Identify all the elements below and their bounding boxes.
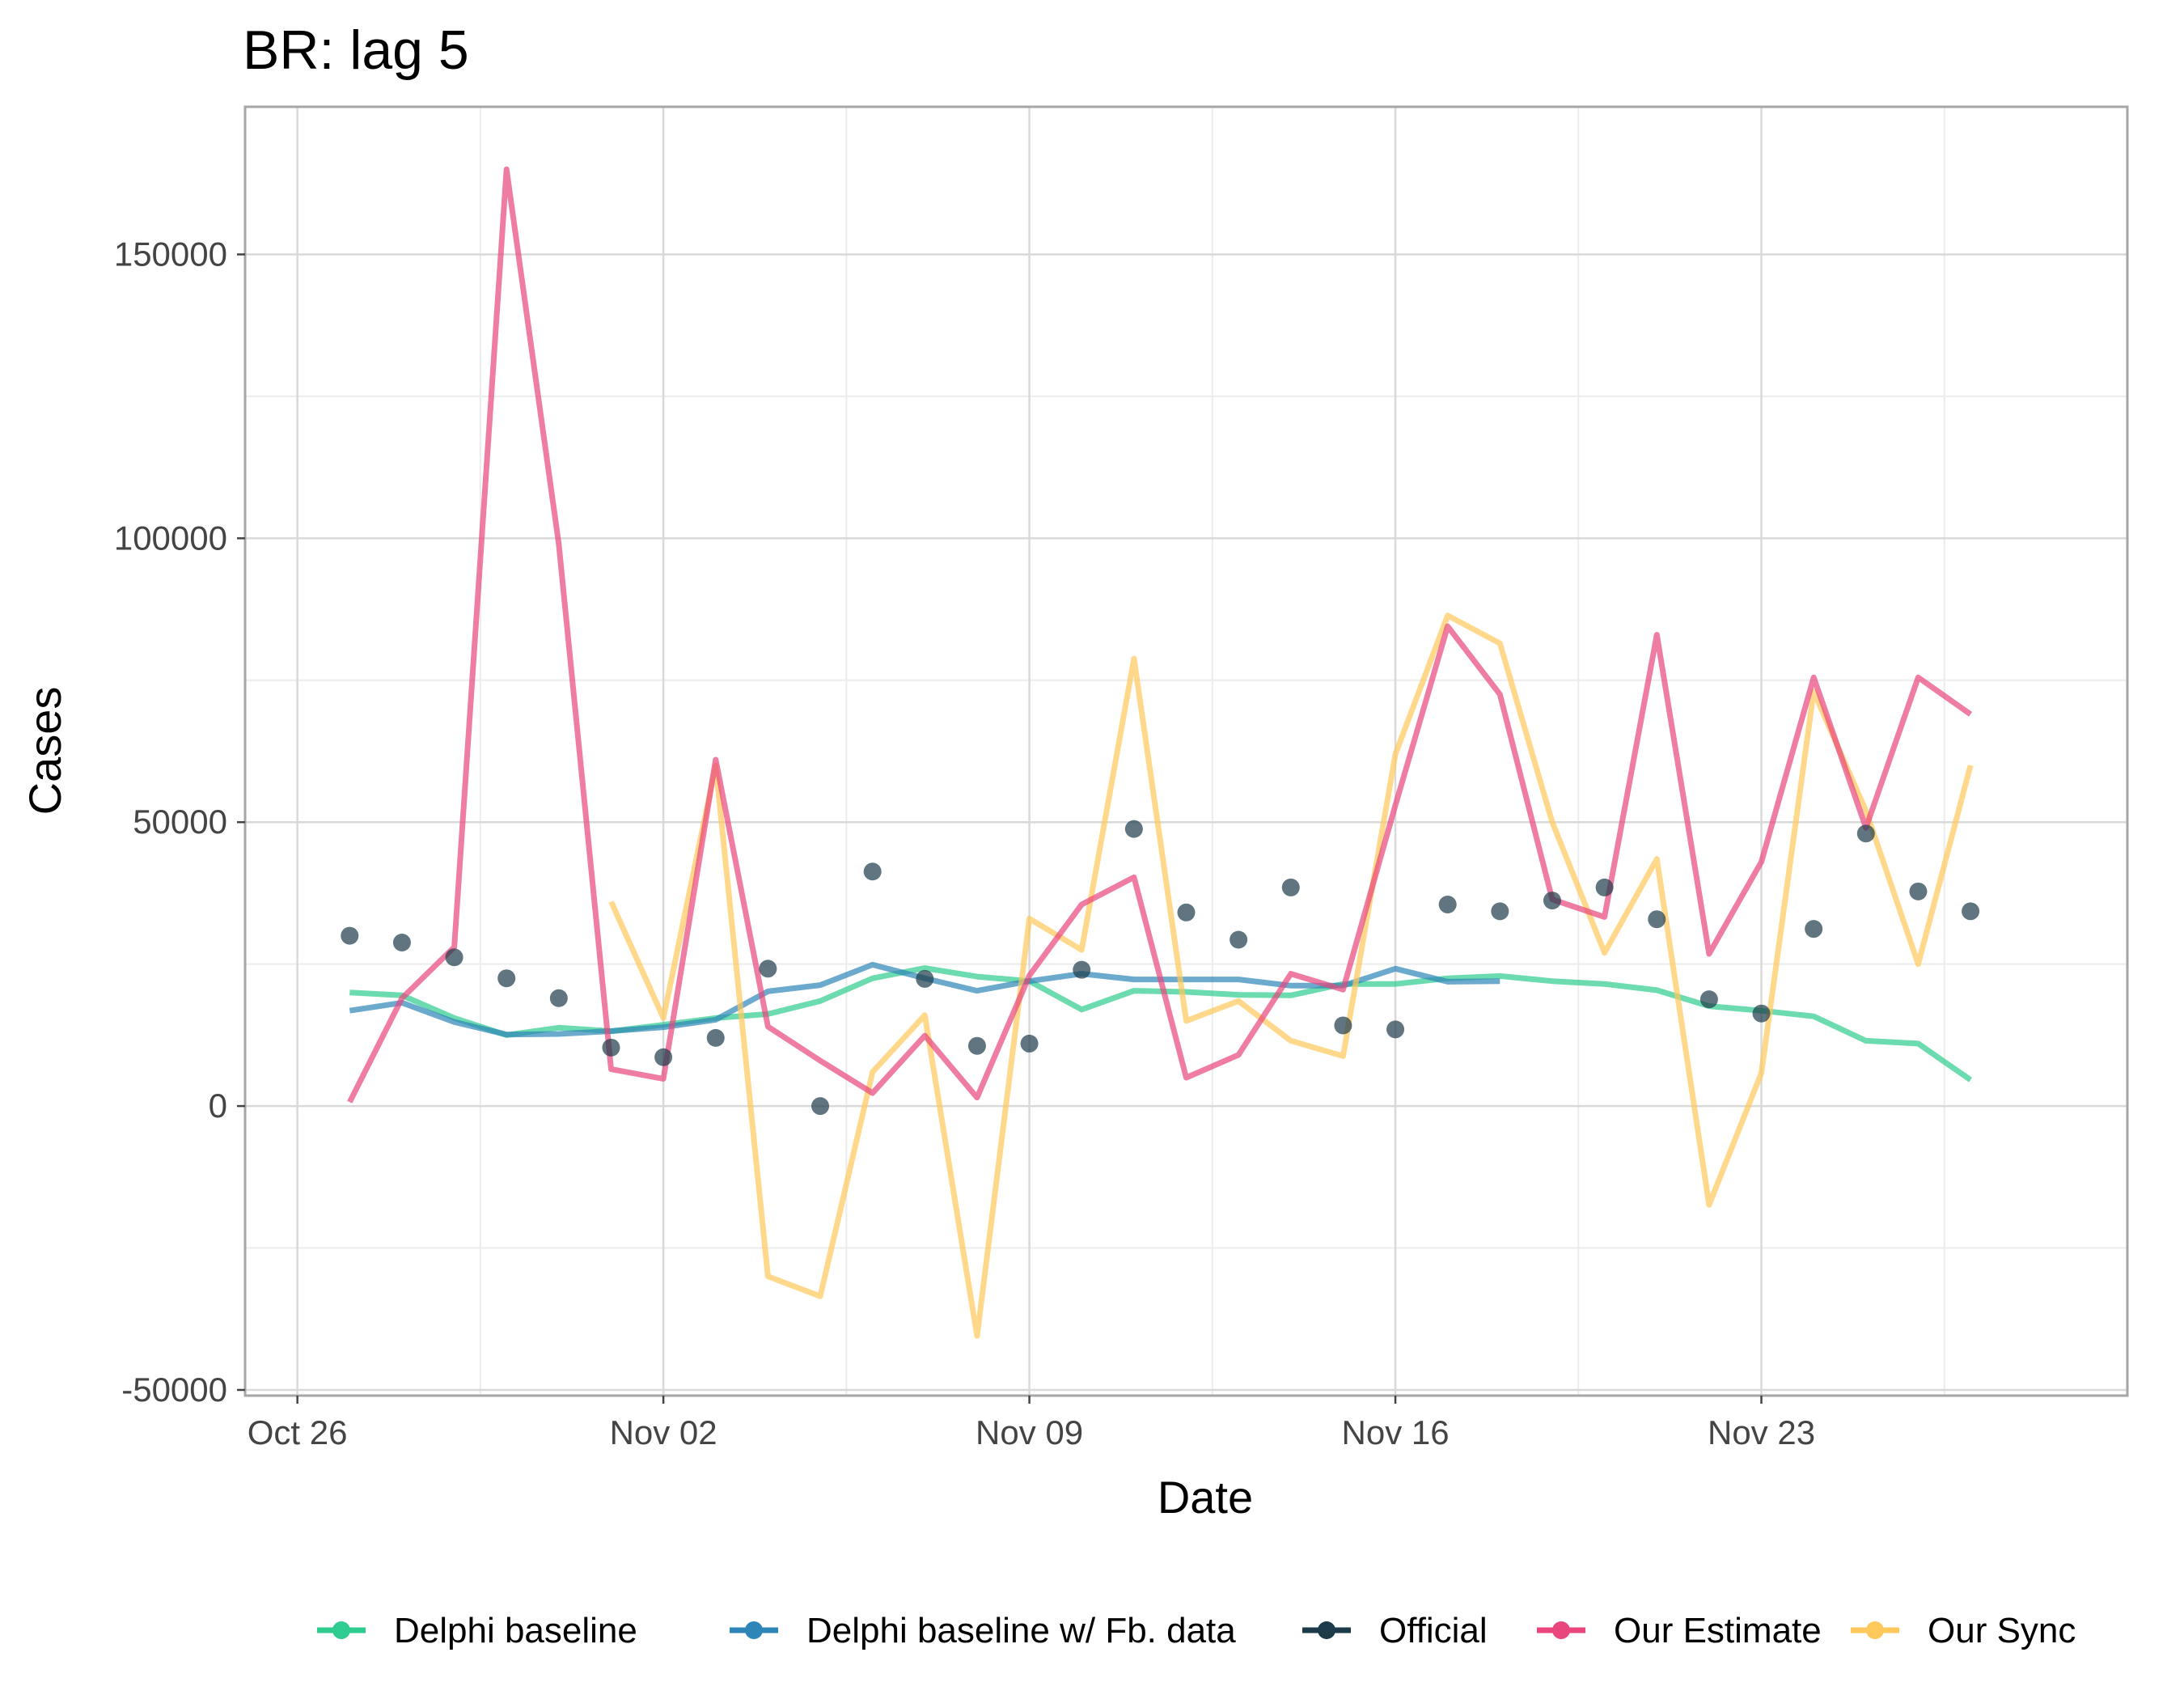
official-point <box>392 933 411 951</box>
y-tick-label: -50000 <box>121 1371 227 1409</box>
series-our-sync <box>608 612 1974 1339</box>
official-point <box>1856 824 1875 843</box>
series-our-estimate <box>347 166 1973 1104</box>
legend-item-official: Official <box>1302 1611 1488 1650</box>
official-point <box>549 989 568 1007</box>
legend-label: Official <box>1379 1611 1488 1650</box>
series-layer <box>341 166 1980 1339</box>
official-point <box>706 1028 725 1047</box>
official-point <box>1230 930 1248 949</box>
official-point <box>759 960 777 978</box>
y-tick-label: 50000 <box>133 803 227 841</box>
official-point <box>1386 1020 1405 1039</box>
official-point <box>1805 920 1823 938</box>
legend-key-point <box>1318 1621 1335 1639</box>
x-tick-label: Nov 02 <box>610 1413 717 1451</box>
official-point <box>967 1036 986 1055</box>
official-point <box>1491 902 1509 921</box>
official-point <box>654 1048 673 1066</box>
series-official <box>341 820 1980 1116</box>
legend-key-point <box>332 1621 350 1639</box>
legend-key-point <box>745 1621 763 1639</box>
x-tick-label: Nov 23 <box>1708 1413 1815 1451</box>
legend-key-point <box>1552 1621 1570 1639</box>
series-line-our-sync <box>608 612 1974 1339</box>
legend-item-our-estimate: Our Estimate <box>1537 1611 1822 1650</box>
official-point <box>1334 1016 1352 1035</box>
official-point <box>602 1038 620 1057</box>
y-tick-label: 0 <box>209 1087 227 1125</box>
official-point <box>1124 820 1143 838</box>
series-line-our-estimate <box>347 166 1973 1104</box>
official-point <box>1595 878 1614 896</box>
legend-label: Our Estimate <box>1614 1611 1822 1650</box>
x-tick-label: Oct 26 <box>248 1413 348 1451</box>
y-tick-label: 100000 <box>114 519 227 557</box>
legend-item-delphi-baseline: Delphi baseline <box>317 1611 637 1650</box>
y-axis-title: Cases <box>19 687 70 816</box>
official-point <box>916 969 934 988</box>
x-tick-label: Nov 16 <box>1342 1413 1450 1451</box>
plot-panel-border <box>243 105 2129 1397</box>
y-axis-ticks: -50000 0 50000 100000 150000 <box>114 235 245 1409</box>
official-point <box>1752 1004 1771 1023</box>
official-point <box>863 862 882 881</box>
official-point <box>1962 902 1980 921</box>
chart-title: BR: lag 5 <box>243 19 469 81</box>
legend-key-point <box>1866 1621 1884 1639</box>
legend-label: Delphi baseline w/ Fb. data <box>806 1611 1236 1650</box>
official-point <box>1177 903 1196 922</box>
official-point <box>1648 910 1666 929</box>
legend-label: Our Sync <box>1928 1611 2076 1650</box>
official-point <box>1020 1034 1039 1053</box>
official-point <box>1073 960 1091 979</box>
official-point <box>445 948 463 967</box>
x-tick-label: Nov 09 <box>976 1413 1083 1451</box>
legend-label: Delphi baseline <box>394 1611 637 1650</box>
official-point <box>1909 882 1928 900</box>
legend-item-delphi-baseline-w-fb-data: Delphi baseline w/ Fb. data <box>730 1611 1236 1650</box>
y-tick-label: 150000 <box>114 235 227 273</box>
x-axis-ticks: Oct 26 Nov 02 Nov 09 Nov 16 Nov 23 <box>248 1396 1815 1451</box>
official-point <box>811 1097 830 1116</box>
legend-item-our-sync: Our Sync <box>1851 1611 2076 1650</box>
official-point <box>1699 990 1718 1009</box>
official-point <box>341 926 359 945</box>
official-point <box>497 969 516 988</box>
official-point <box>1281 878 1300 896</box>
x-axis-title: Date <box>1158 1472 1253 1523</box>
official-point <box>1543 892 1561 910</box>
legend: Delphi baseline Delphi baseline w/ Fb. da… <box>317 1611 2076 1650</box>
grid-minor <box>245 107 2127 1396</box>
official-point <box>1438 895 1457 913</box>
